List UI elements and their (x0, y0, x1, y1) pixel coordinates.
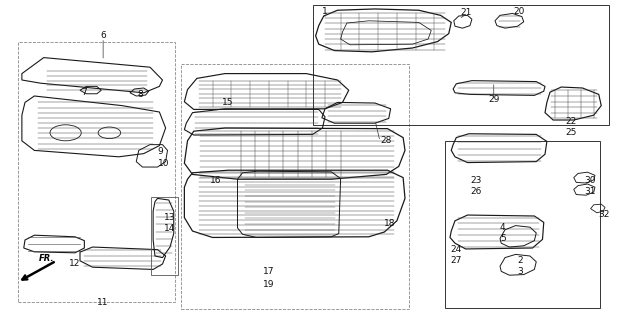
Text: 25: 25 (566, 128, 577, 137)
Text: 19: 19 (263, 280, 274, 289)
Bar (312, 5, 609, 125)
Text: 20: 20 (513, 7, 524, 16)
Text: 2: 2 (518, 256, 523, 265)
Text: 7: 7 (81, 88, 87, 97)
Text: 3: 3 (518, 268, 523, 276)
Text: 11: 11 (98, 298, 109, 307)
Text: 17: 17 (263, 268, 274, 276)
Text: FR.: FR. (39, 254, 54, 263)
Text: 27: 27 (450, 256, 461, 265)
Text: 14: 14 (164, 224, 175, 233)
Bar (181, 64, 409, 309)
Text: 10: 10 (158, 159, 169, 168)
Bar (445, 141, 600, 308)
Text: 32: 32 (599, 210, 610, 219)
Text: 26: 26 (470, 188, 481, 196)
Text: 18: 18 (384, 220, 396, 228)
Text: 12: 12 (69, 260, 81, 268)
Bar (18, 42, 175, 302)
Text: 23: 23 (470, 176, 481, 185)
Text: 13: 13 (164, 213, 175, 222)
Bar (151, 197, 178, 275)
Text: 8: 8 (138, 90, 144, 99)
Text: 21: 21 (460, 8, 471, 17)
Text: 31: 31 (584, 188, 596, 196)
Text: 15: 15 (222, 98, 234, 107)
Text: 30: 30 (584, 176, 596, 185)
Text: 29: 29 (488, 95, 499, 104)
Text: 16: 16 (210, 176, 221, 185)
Text: 6: 6 (100, 31, 106, 40)
Text: 9: 9 (158, 148, 163, 156)
Text: 22: 22 (566, 117, 577, 126)
Text: 4: 4 (500, 223, 506, 232)
Text: 24: 24 (450, 245, 461, 254)
Text: 1: 1 (322, 7, 328, 16)
Text: 28: 28 (380, 136, 391, 145)
Text: 5: 5 (500, 234, 506, 243)
